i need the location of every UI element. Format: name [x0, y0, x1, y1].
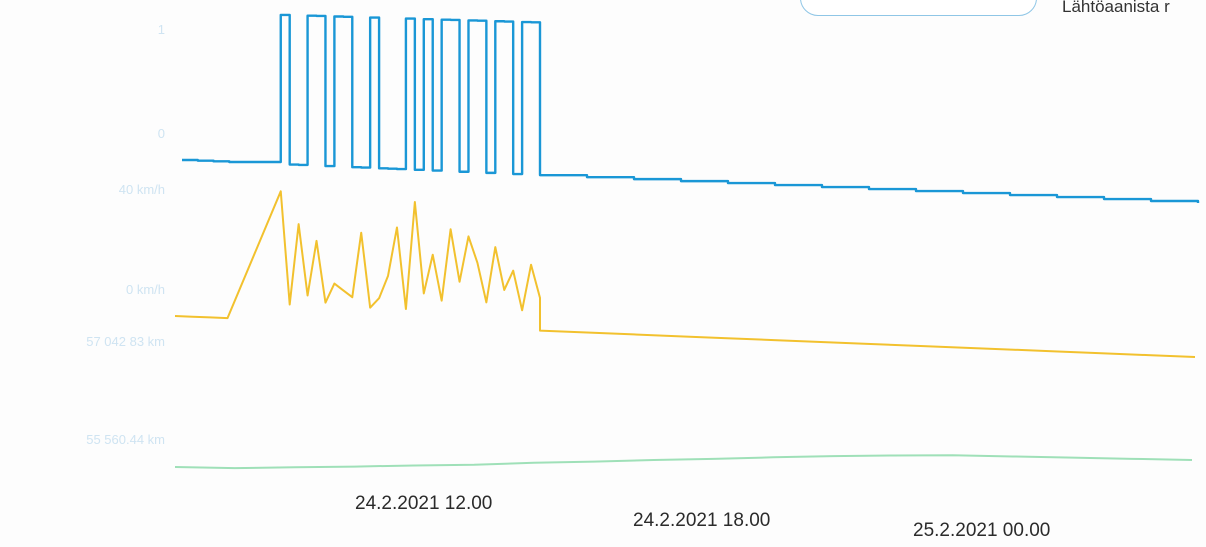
y-label-series2-top: 40 km/h	[118, 182, 165, 197]
y-label-series1-bottom: 0	[157, 126, 165, 141]
x-tick-label: 25.2.2021 00.00	[913, 520, 1051, 541]
series-line-speed	[174, 190, 1196, 358]
y-label-series1-top: 1	[157, 22, 165, 37]
y-label-series2-bottom: 0 km/h	[125, 282, 165, 297]
x-tick-label: 24.2.2021 18.00	[633, 510, 771, 531]
y-label-series3-bottom: 55 560.44 km	[86, 432, 165, 447]
legend-label: Lähtöaanista r	[1062, 0, 1170, 16]
series-line-binary	[182, 13, 1200, 203]
series-line-odometer	[174, 454, 1193, 470]
x-tick-label: 24.2.2021 12.00	[355, 493, 493, 514]
y-label-series3-top: 57 042 83 km	[86, 334, 165, 349]
